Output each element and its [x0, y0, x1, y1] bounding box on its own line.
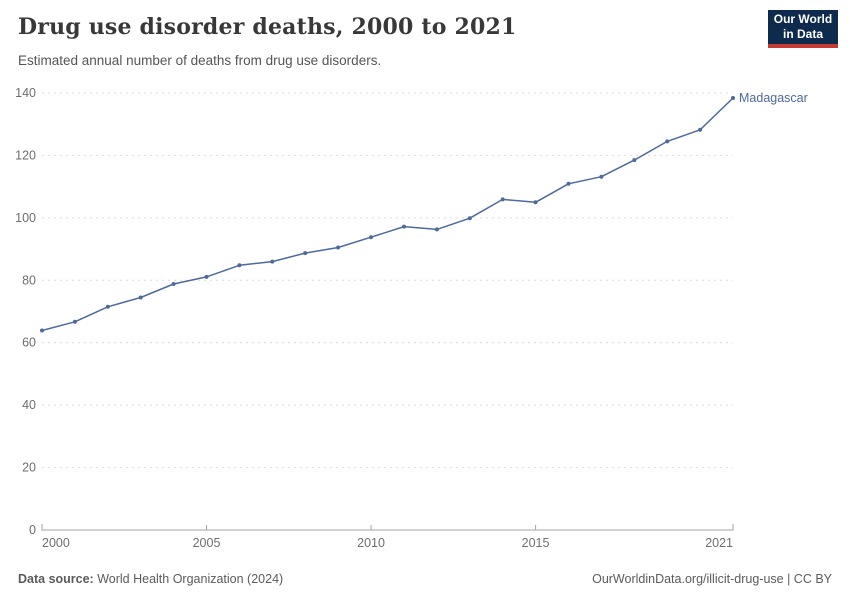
data-point — [270, 259, 275, 264]
footer-link[interactable]: OurWorldinData.org/illicit-drug-use | CC… — [592, 572, 832, 586]
data-point — [105, 304, 110, 309]
data-point — [204, 274, 209, 279]
x-axis-tick-label: 2015 — [522, 536, 550, 550]
data-point — [665, 139, 670, 144]
data-point — [40, 328, 44, 333]
data-point — [434, 227, 439, 232]
owid-logo-line2: in Data — [782, 27, 823, 41]
x-axis-tick-label: 2000 — [42, 536, 70, 550]
data-point — [632, 158, 637, 163]
data-point — [171, 282, 176, 286]
data-source-text: World Health Organization (2024) — [93, 572, 284, 586]
chart-subtitle: Estimated annual number of deaths from d… — [18, 53, 382, 68]
data-point — [599, 174, 604, 179]
entity-label: Madagascar — [739, 91, 808, 105]
y-axis-tick-label: 0 — [29, 523, 36, 537]
data-point — [500, 197, 505, 202]
y-axis-tick-label: 80 — [22, 273, 36, 287]
chart-footer: Data source: World Health Organization (… — [18, 572, 832, 586]
data-point — [138, 295, 143, 300]
x-axis-tick-label: 2005 — [193, 536, 221, 550]
page-title: Drug use disorder deaths, 2000 to 2021 — [18, 14, 517, 40]
data-point — [533, 200, 538, 205]
owid-logo[interactable]: Our World in Data — [768, 10, 838, 48]
data-point — [72, 319, 77, 324]
y-axis-tick-label: 120 — [15, 148, 36, 162]
data-point — [237, 263, 242, 268]
x-axis-line — [41, 524, 734, 531]
series-line — [41, 97, 734, 332]
x-axis-tick-label: 2021 — [705, 536, 733, 550]
data-point — [369, 235, 373, 240]
data-point — [303, 251, 308, 256]
data-source-note: Data source: World Health Organization (… — [18, 572, 283, 586]
y-axis-tick-label: 140 — [15, 86, 36, 100]
data-point — [698, 127, 703, 132]
y-axis-tick-label: 60 — [22, 336, 36, 350]
data-point — [467, 216, 472, 221]
data-point — [566, 181, 571, 186]
data-point — [731, 96, 735, 100]
line-chart: 0 20 40 60 80 100 120 140 2000 2005 2010 2015 2021 Ma… — [15, 86, 808, 550]
data-source-label: Data source: — [18, 572, 94, 586]
y-axis-tick-label: 20 — [22, 461, 36, 475]
data-point — [336, 245, 341, 250]
owid-logo-line1: Our World — [773, 12, 833, 26]
x-axis-tick-label: 2010 — [357, 536, 385, 550]
y-axis-tick-label: 40 — [22, 398, 36, 412]
data-point — [402, 224, 406, 229]
y-axis-tick-label: 100 — [15, 211, 36, 225]
